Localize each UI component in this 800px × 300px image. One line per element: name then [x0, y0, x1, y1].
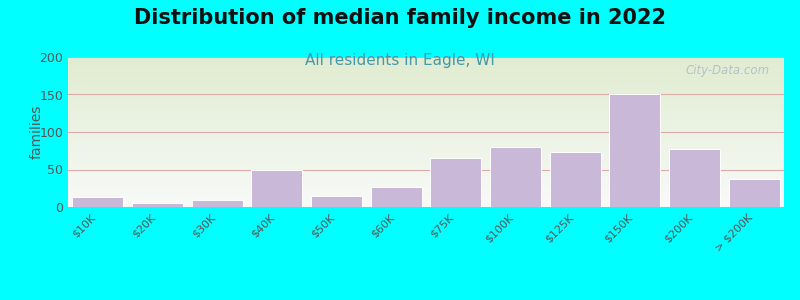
Text: Distribution of median family income in 2022: Distribution of median family income in …	[134, 8, 666, 28]
Bar	[490, 147, 541, 207]
Bar	[73, 197, 123, 207]
Bar	[550, 152, 601, 207]
Bar	[132, 202, 183, 207]
Bar	[729, 178, 779, 207]
Bar	[311, 196, 362, 207]
Text: All residents in Eagle, WI: All residents in Eagle, WI	[305, 52, 495, 68]
Bar	[610, 94, 660, 207]
Bar	[371, 187, 422, 207]
Text: City-Data.com: City-Data.com	[686, 64, 770, 77]
Bar	[192, 200, 242, 207]
Bar	[430, 158, 481, 207]
Y-axis label: families: families	[30, 105, 43, 159]
Bar	[251, 170, 302, 207]
Bar	[669, 149, 720, 207]
